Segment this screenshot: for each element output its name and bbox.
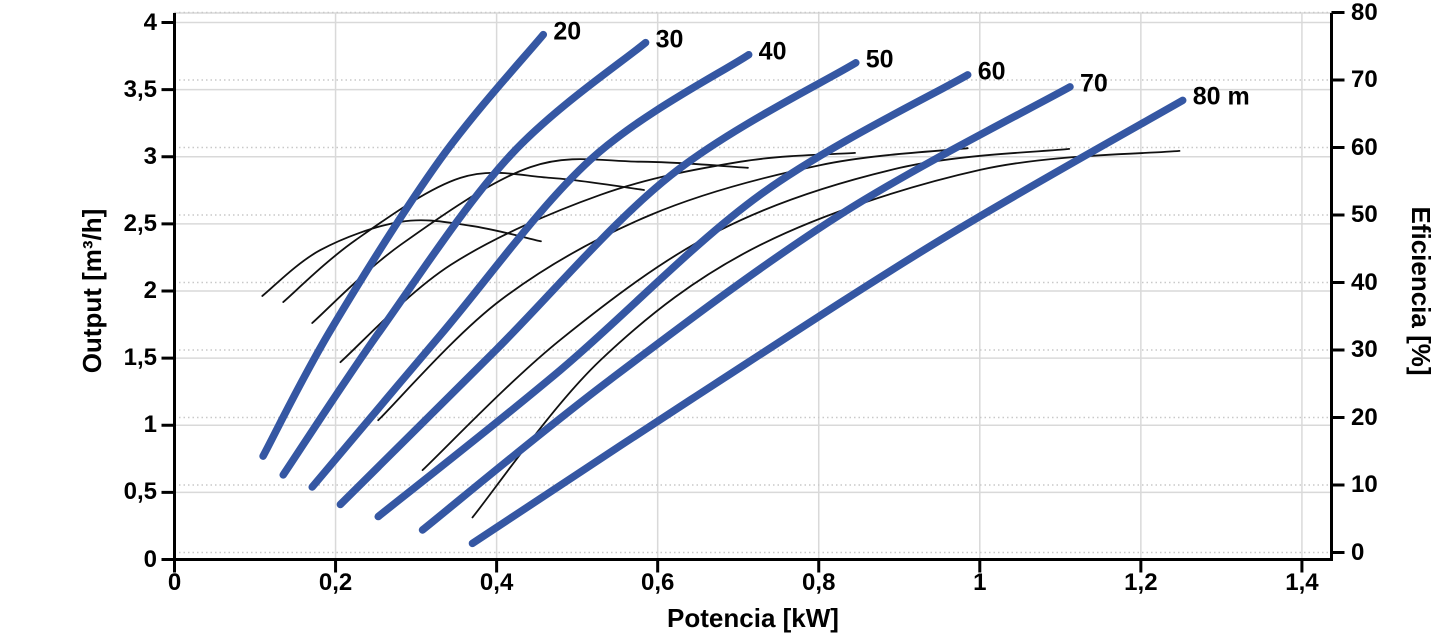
y-right-tick-label: 20 [1351,403,1378,431]
y-left-tick-label: 3 [143,142,157,170]
curve-label-80m: 80 m [1192,82,1250,111]
x-tick-label: 0 [167,569,182,596]
efficiency-curve-60m [377,147,969,422]
y-left-tick-label: 3,5 [123,75,157,103]
curve-label-30m: 30 [655,25,684,54]
y-right-tick-label: 60 [1351,133,1378,161]
efficiency-curve-50m [339,152,856,364]
gridlines [173,11,1332,560]
efficiency-curve-30m [282,171,645,303]
x-tick-label: 1,2 [1124,569,1158,596]
efficiency-curves [261,147,1181,519]
y-right-tick-label: 0 [1351,538,1365,566]
pump-curves [259,30,1187,548]
x-tick-label: 0,4 [479,569,514,596]
pump-curve-60m [374,71,972,521]
curve-label-20m: 20 [553,17,582,46]
y-left-tick-label: 0 [143,545,157,573]
x-tick-label: 1 [973,569,987,596]
y-right-tick-label: 40 [1351,268,1378,296]
pump-curve-30m [279,38,650,479]
pump-curve-80m [468,96,1187,548]
y-axis-left-title: Output [m³/h] [77,208,107,374]
y-left-tick-label: 1,5 [123,344,157,372]
x-tick-label: 0,6 [640,569,675,596]
y-right-tick-label: 80 [1351,0,1378,26]
curve-label-50m: 50 [865,45,894,74]
x-axis-title: Potencia [kW] [667,603,839,633]
efficiency-curve-80m [471,150,1181,519]
x-tick-label: 0,2 [318,569,353,596]
y-left-tick-label: 0,5 [123,478,157,506]
x-tick-label: 1,4 [1285,569,1319,596]
y-right-tick-label: 10 [1351,471,1378,498]
y-right-tick-label: 50 [1351,201,1378,228]
curve-label-60m: 60 [977,57,1006,86]
x-tick-label: 0,8 [802,569,836,596]
axes [161,11,1345,573]
pump-curve-20m [259,30,548,460]
efficiency-curve-70m [421,148,1071,472]
y-right-tick-label: 30 [1351,336,1378,363]
y-axis-right-title: Eficiencia [%] [1406,206,1436,376]
y-right-tick-label: 70 [1351,66,1378,93]
pump-curve-40m [308,50,753,491]
y-left-tick-label: 2 [143,277,157,304]
curve-label-40m: 40 [758,37,787,66]
y-left-tick-label: 1 [143,411,157,439]
pump-curve-70m [418,83,1074,534]
y-left-tick-label: 4 [143,8,157,36]
pump-curve-50m [336,59,860,509]
efficiency-curve-40m [311,158,749,324]
curve-label-70m: 70 [1079,69,1108,98]
y-left-tick-label: 2,5 [123,209,157,237]
